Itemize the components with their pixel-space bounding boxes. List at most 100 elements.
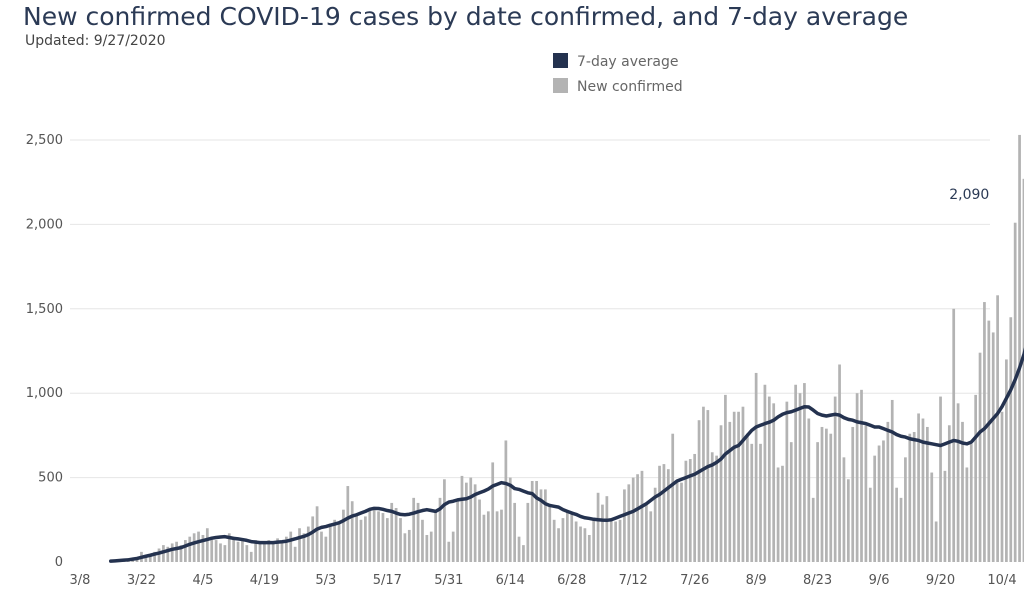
bar xyxy=(557,528,560,562)
bar xyxy=(798,393,802,562)
bar xyxy=(390,502,394,562)
bar xyxy=(684,460,688,562)
bar xyxy=(996,295,999,562)
bar xyxy=(368,509,372,562)
bar xyxy=(1005,359,1008,562)
bar xyxy=(978,352,982,562)
bar xyxy=(434,511,437,562)
bar xyxy=(544,489,547,562)
bar xyxy=(385,518,389,562)
bar xyxy=(465,482,468,562)
chart-title: New confirmed COVID-19 cases by date con… xyxy=(23,2,909,31)
bar xyxy=(961,421,964,562)
bar xyxy=(284,536,288,562)
bar xyxy=(192,533,196,562)
bar xyxy=(254,540,257,562)
x-tick-label: 7/12 xyxy=(619,573,648,588)
legend-swatch-new-confirmed xyxy=(553,78,568,93)
bar xyxy=(337,523,341,562)
bar xyxy=(618,519,622,562)
bar xyxy=(737,411,740,562)
bar xyxy=(680,482,683,562)
bar xyxy=(939,396,942,562)
bar xyxy=(184,540,187,562)
bar xyxy=(421,519,424,562)
bar xyxy=(144,555,148,562)
bar xyxy=(320,531,323,562)
bar xyxy=(302,533,306,562)
legend: 7-day average New confirmed xyxy=(553,53,683,95)
bar xyxy=(324,536,328,562)
bar xyxy=(816,442,819,562)
bar xyxy=(478,499,481,562)
bar xyxy=(548,506,552,562)
bar xyxy=(258,541,262,562)
bar xyxy=(179,545,183,562)
bar xyxy=(917,413,920,562)
bar xyxy=(460,475,464,562)
bar xyxy=(535,480,538,562)
bar xyxy=(890,399,894,562)
bar xyxy=(1022,178,1024,562)
bar xyxy=(873,455,877,562)
bar xyxy=(456,499,459,562)
bar xyxy=(205,528,209,562)
bar xyxy=(223,545,227,562)
x-tick-label: 3/8 xyxy=(70,573,91,588)
bar xyxy=(702,406,705,562)
bar xyxy=(504,440,508,562)
bar xyxy=(289,531,293,562)
y-tick-label: 1,500 xyxy=(26,302,63,317)
bar xyxy=(443,479,446,562)
y-tick-label: 500 xyxy=(38,471,63,486)
bar xyxy=(201,534,205,562)
bar xyxy=(829,433,833,562)
bar xyxy=(666,469,670,562)
bar xyxy=(794,384,798,562)
bar xyxy=(912,432,916,562)
bar xyxy=(249,551,253,562)
bar xyxy=(328,524,332,562)
bar xyxy=(227,533,231,562)
bar xyxy=(983,302,986,562)
bar xyxy=(486,511,490,562)
bar xyxy=(838,364,841,562)
bar xyxy=(1009,317,1013,562)
bar xyxy=(719,425,723,562)
bar xyxy=(482,514,486,562)
x-axis-ticks: 3/8 3/22 4/5 4/19 5/3 5/17 5/31 6/14 6/28 7/12 7/2… xyxy=(70,573,1017,588)
bar xyxy=(776,467,780,562)
bar xyxy=(315,506,319,562)
bar xyxy=(877,445,881,562)
x-tick-label: 7/26 xyxy=(680,573,709,588)
bar xyxy=(429,531,433,562)
bar xyxy=(342,509,345,562)
bar xyxy=(882,440,885,562)
bar xyxy=(609,519,613,562)
bar xyxy=(908,433,912,562)
bar xyxy=(210,538,214,562)
bar xyxy=(574,521,578,562)
bar xyxy=(517,536,521,562)
bar xyxy=(399,518,402,562)
bar xyxy=(416,502,420,562)
bar xyxy=(596,492,600,562)
bar xyxy=(447,541,451,562)
bar xyxy=(372,509,376,562)
bar xyxy=(293,546,297,562)
bar xyxy=(364,516,367,562)
bar xyxy=(565,511,569,562)
bar xyxy=(298,528,301,562)
bar xyxy=(355,514,358,562)
bar xyxy=(306,526,310,562)
bar xyxy=(473,484,477,562)
bar xyxy=(530,480,534,562)
bar xyxy=(947,425,951,562)
bar xyxy=(614,521,617,562)
bar xyxy=(745,433,749,562)
bar xyxy=(965,467,969,562)
bar xyxy=(952,308,956,562)
bar xyxy=(381,513,385,562)
y-tick-label: 2,000 xyxy=(26,217,63,232)
